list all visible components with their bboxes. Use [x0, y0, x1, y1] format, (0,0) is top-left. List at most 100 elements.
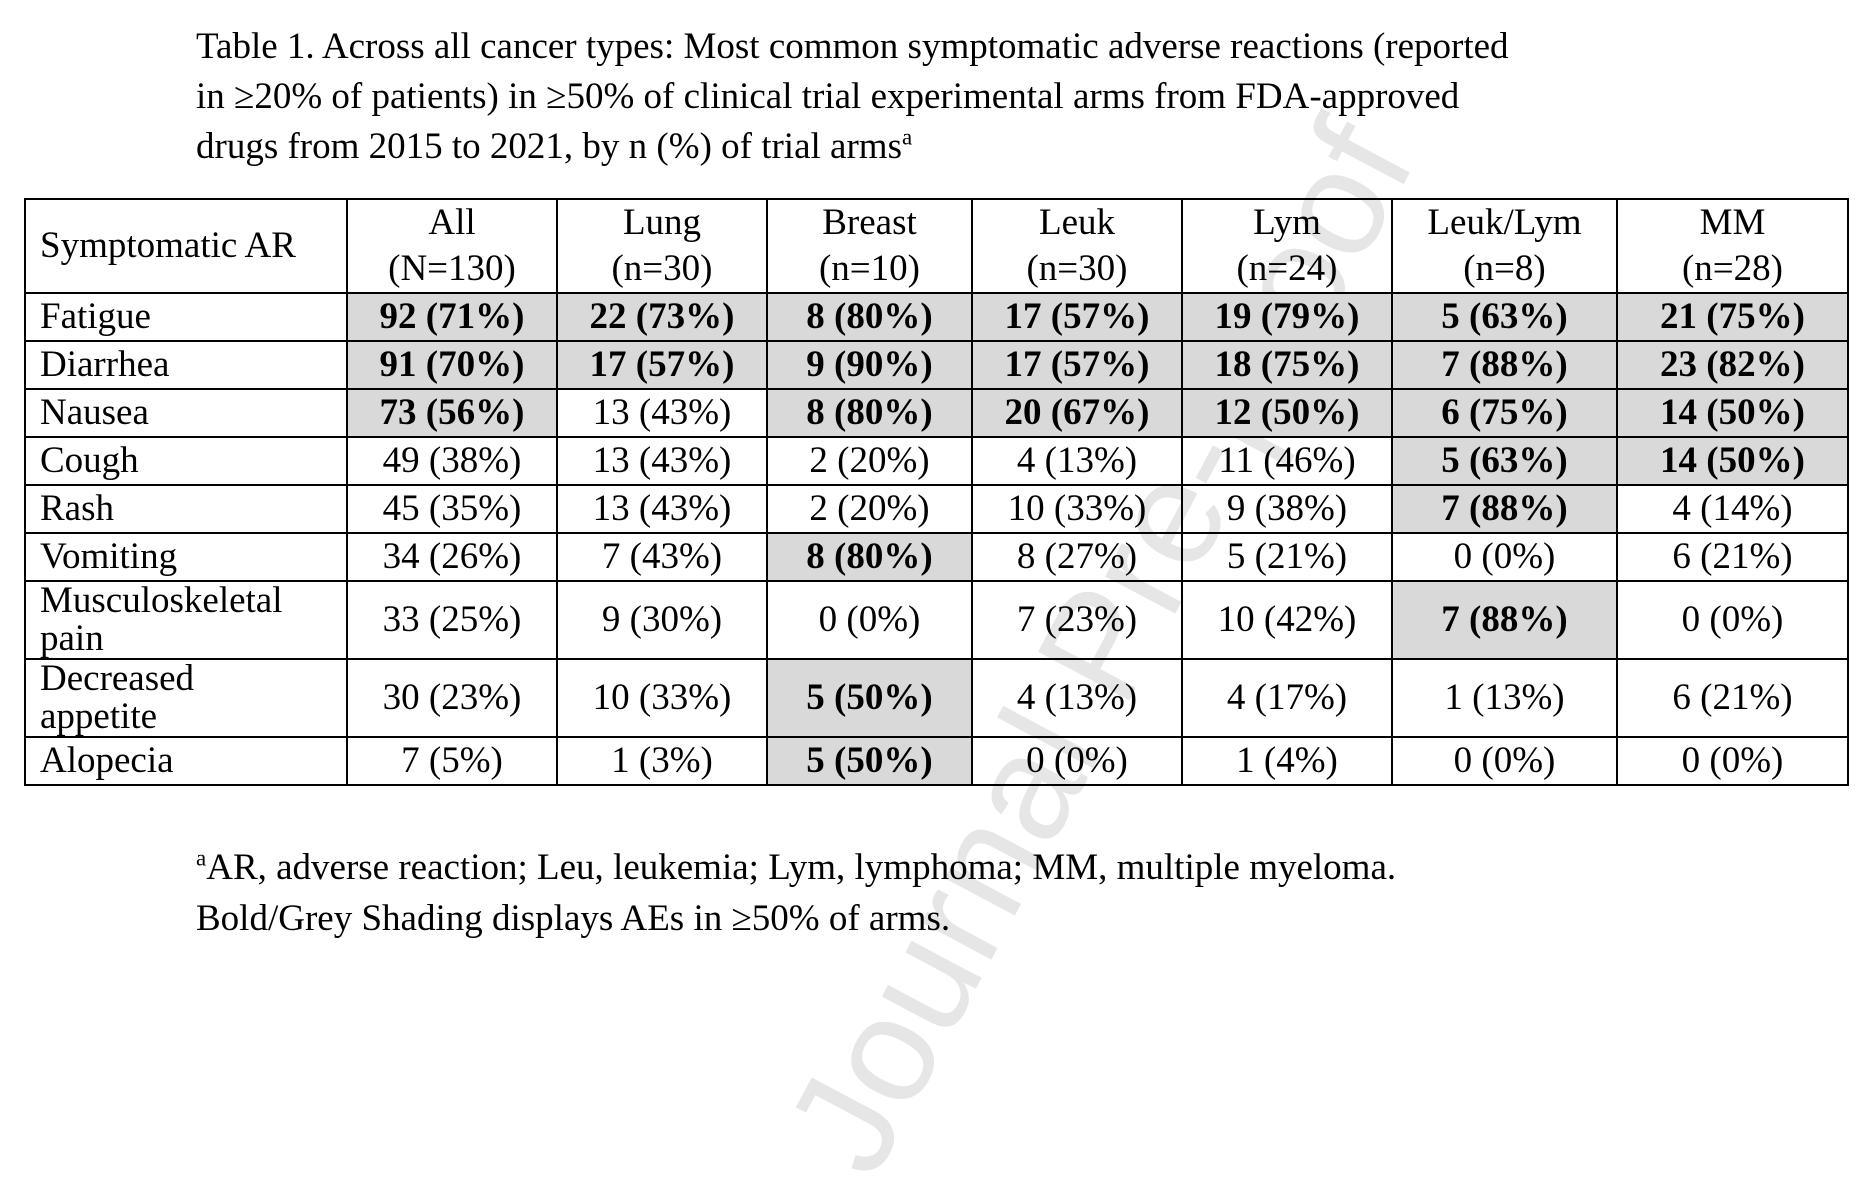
table-header-row: Symptomatic AR All (N=130) Lung (n=30) Bre…	[24, 198, 1849, 294]
cell-mm: 4 (14%)	[1616, 484, 1849, 534]
cell-leuk: 10 (33%)	[971, 484, 1183, 534]
cell-all: 30 (23%)	[346, 658, 558, 738]
cell-lung: 7 (43%)	[556, 532, 768, 582]
cell-breast: 5 (50%)	[766, 736, 973, 786]
cell-lung: 22 (73%)	[556, 292, 768, 342]
cell-leuk: 4 (13%)	[971, 658, 1183, 738]
cell-leuk-lym: 0 (0%)	[1391, 532, 1618, 582]
cell-all: 33 (25%)	[346, 580, 558, 660]
header-mm-label: MM	[1699, 202, 1766, 243]
header-lym-label: Lym	[1253, 202, 1321, 243]
header-breast-n: (n=10)	[818, 248, 920, 289]
cell-leuk: 17 (57%)	[971, 292, 1183, 342]
cell-lung: 13 (43%)	[556, 388, 768, 438]
cell-breast: 9 (90%)	[766, 340, 973, 390]
caption-footnote-marker: a	[901, 124, 913, 150]
cell-mm: 6 (21%)	[1616, 658, 1849, 738]
cell-lung: 9 (30%)	[556, 580, 768, 660]
cell-leuk-lym: 7 (88%)	[1391, 580, 1618, 660]
cell-breast: 0 (0%)	[766, 580, 973, 660]
header-lym-n: (n=24)	[1236, 248, 1338, 289]
table-footnote: aAR, adverse reaction; Leu, leukemia; Ly…	[196, 842, 1696, 944]
cell-lym: 18 (75%)	[1181, 340, 1393, 390]
header-leuk: Leuk (n=30)	[971, 198, 1183, 294]
cell-all: 7 (5%)	[346, 736, 558, 786]
cell-leuk-lym: 7 (88%)	[1391, 484, 1618, 534]
footnote-line-1-text: AR, adverse reaction; Leu, leukemia; Lym…	[206, 847, 1397, 888]
header-breast: Breast (n=10)	[766, 198, 973, 294]
cell-lung: 17 (57%)	[556, 340, 768, 390]
caption-line-3: drugs from 2015 to 2021, by n (%) of tri…	[196, 122, 1656, 172]
row-label: Cough	[24, 436, 348, 486]
cell-all: 73 (56%)	[346, 388, 558, 438]
cell-leuk: 7 (23%)	[971, 580, 1183, 660]
cell-leuk: 8 (27%)	[971, 532, 1183, 582]
header-leuk-n: (n=30)	[1026, 248, 1128, 289]
table-caption: Table 1. Across all cancer types: Most c…	[196, 22, 1656, 172]
row-label: Alopecia	[24, 736, 348, 786]
footnote-line-1: aAR, adverse reaction; Leu, leukemia; Ly…	[196, 842, 1696, 893]
cell-breast: 8 (80%)	[766, 532, 973, 582]
cell-leuk-lym: 6 (75%)	[1391, 388, 1618, 438]
cell-mm: 0 (0%)	[1616, 580, 1849, 660]
header-leuk-label: Leuk	[1038, 202, 1116, 243]
caption-line-1: Table 1. Across all cancer types: Most c…	[196, 26, 1509, 67]
row-label-line: Musculoskeletal	[40, 580, 283, 621]
cell-leuk: 4 (13%)	[971, 436, 1183, 486]
cell-lym: 4 (17%)	[1181, 658, 1393, 738]
header-leuk-lym-label: Leuk/Lym	[1427, 202, 1582, 243]
cell-leuk-lym: 0 (0%)	[1391, 736, 1618, 786]
cell-breast: 2 (20%)	[766, 484, 973, 534]
adverse-reactions-table: Symptomatic AR All (N=130) Lung (n=30) Bre…	[24, 198, 1849, 786]
cell-breast: 2 (20%)	[766, 436, 973, 486]
row-label: Fatigue	[24, 292, 348, 342]
cell-mm: 6 (21%)	[1616, 532, 1849, 582]
header-all-n: (N=130)	[388, 248, 516, 289]
header-lym: Lym (n=24)	[1181, 198, 1393, 294]
row-label: Vomiting	[24, 532, 348, 582]
table-row: Decreased appetite 30 (23%) 10 (33%) 5 (50%)…	[24, 658, 1849, 738]
caption-line-2: in ≥20% of patients) in ≥50% of clinical…	[196, 76, 1460, 117]
cell-mm: 0 (0%)	[1616, 736, 1849, 786]
cell-lung: 13 (43%)	[556, 436, 768, 486]
cell-leuk: 20 (67%)	[971, 388, 1183, 438]
cell-lym: 19 (79%)	[1181, 292, 1393, 342]
row-label: Rash	[24, 484, 348, 534]
cell-lung: 10 (33%)	[556, 658, 768, 738]
table-row: Alopecia 7 (5%) 1 (3%) 5 (50%) 0 (0%) 1 (4%) 0…	[24, 736, 1849, 786]
row-label: Nausea	[24, 388, 348, 438]
cell-leuk: 0 (0%)	[971, 736, 1183, 786]
header-all: All (N=130)	[346, 198, 558, 294]
row-label: Decreased appetite	[24, 658, 348, 738]
header-leuk-lym: Leuk/Lym (n=8)	[1391, 198, 1618, 294]
row-label: Diarrhea	[24, 340, 348, 390]
cell-breast: 5 (50%)	[766, 658, 973, 738]
header-symptomatic-ar: Symptomatic AR	[24, 198, 348, 294]
cell-all: 91 (70%)	[346, 340, 558, 390]
row-label: Musculoskeletal pain	[24, 580, 348, 660]
cell-lung: 13 (43%)	[556, 484, 768, 534]
cell-mm: 14 (50%)	[1616, 388, 1849, 438]
cell-mm: 23 (82%)	[1616, 340, 1849, 390]
cell-mm: 21 (75%)	[1616, 292, 1849, 342]
table-row: Cough 49 (38%) 13 (43%) 2 (20%) 4 (13%) 11 (4…	[24, 436, 1849, 486]
footnote-marker: a	[196, 845, 207, 871]
row-label-line: Decreased	[40, 658, 195, 699]
header-lung-label: Lung	[622, 202, 702, 243]
cell-lym: 10 (42%)	[1181, 580, 1393, 660]
header-leuk-lym-n: (n=8)	[1463, 248, 1546, 289]
cell-lym: 1 (4%)	[1181, 736, 1393, 786]
cell-breast: 8 (80%)	[766, 292, 973, 342]
table-row: Diarrhea 91 (70%) 17 (57%) 9 (90%) 17 (57%) 1…	[24, 340, 1849, 390]
cell-lym: 9 (38%)	[1181, 484, 1393, 534]
header-mm: MM (n=28)	[1616, 198, 1849, 294]
table-row: Fatigue 92 (71%) 22 (73%) 8 (80%) 17 (57%) 19…	[24, 292, 1849, 342]
cell-leuk-lym: 1 (13%)	[1391, 658, 1618, 738]
cell-leuk: 17 (57%)	[971, 340, 1183, 390]
cell-breast: 8 (80%)	[766, 388, 973, 438]
cell-leuk-lym: 7 (88%)	[1391, 340, 1618, 390]
cell-all: 92 (71%)	[346, 292, 558, 342]
header-lung-n: (n=30)	[611, 248, 713, 289]
table-row: Nausea 73 (56%) 13 (43%) 8 (80%) 20 (67%) 12 …	[24, 388, 1849, 438]
row-label-line: appetite	[40, 696, 158, 737]
